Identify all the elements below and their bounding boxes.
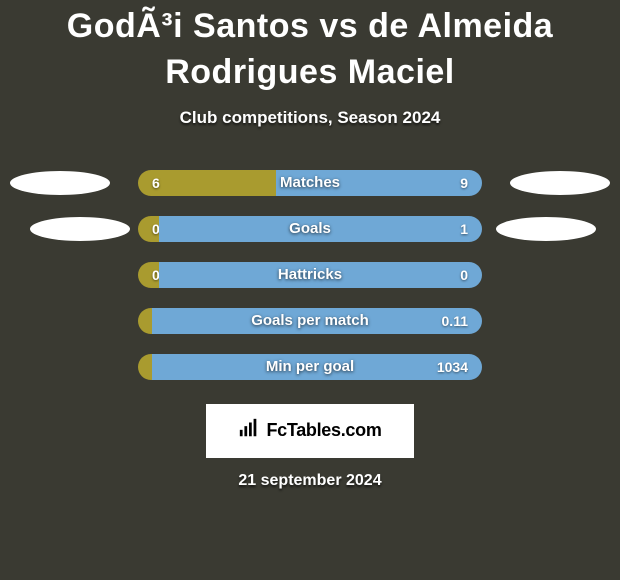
stat-row: 01Goals <box>0 216 620 242</box>
player-right-marker <box>496 217 596 241</box>
stat-right-value: 9 <box>276 170 482 196</box>
page-title: GodÃ³i Santos vs de Almeida Rodrigues Ma… <box>0 2 620 104</box>
stat-bar: 1034Min per goal <box>138 354 482 380</box>
player-left-marker <box>30 217 130 241</box>
stat-left-value: 6 <box>138 170 276 196</box>
stats-comparison-card: GodÃ³i Santos vs de Almeida Rodrigues Ma… <box>0 0 620 580</box>
subtitle: Club competitions, Season 2024 <box>0 108 620 128</box>
stat-row: 00Hattricks <box>0 262 620 288</box>
stat-bar: 69Matches <box>138 170 482 196</box>
stat-row: 1034Min per goal <box>0 354 620 380</box>
stat-left-value: 0 <box>138 216 159 242</box>
brand-footer[interactable]: FcTables.com <box>206 404 414 458</box>
stat-row: 0.11Goals per match <box>0 308 620 334</box>
stat-left-value <box>138 308 152 334</box>
stat-left-value: 0 <box>138 262 159 288</box>
bar-chart-icon <box>238 417 260 444</box>
stat-bar: 01Goals <box>138 216 482 242</box>
stat-left-value <box>138 354 152 380</box>
date-label: 21 september 2024 <box>0 472 620 490</box>
stat-rows-container: 69Matches 01Goals 00Hattricks 0.11Goals per… <box>0 170 620 380</box>
stat-right-value: 0.11 <box>152 308 482 334</box>
stat-right-value: 0 <box>159 262 482 288</box>
stat-row: 69Matches <box>0 170 620 196</box>
player-left-marker <box>10 171 110 195</box>
stat-bar: 0.11Goals per match <box>138 308 482 334</box>
stat-right-value: 1 <box>159 216 482 242</box>
stat-right-value: 1034 <box>152 354 482 380</box>
stat-bar: 00Hattricks <box>138 262 482 288</box>
player-right-marker <box>510 171 610 195</box>
brand-label: FcTables.com <box>266 420 381 441</box>
